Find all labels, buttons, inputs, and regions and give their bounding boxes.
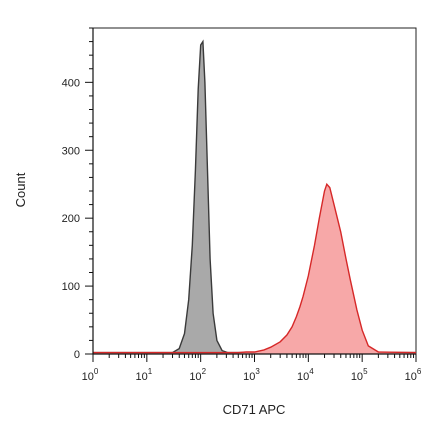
- series-0-line: [93, 39, 416, 354]
- y-tick-label: 0: [74, 349, 80, 361]
- y-tick-label: 200: [62, 213, 80, 225]
- y-axis-ticks: 0 100 200 300 400: [62, 27, 93, 361]
- series-1-fill: [93, 184, 416, 354]
- y-axis-title: Count: [13, 172, 28, 207]
- y-tick-label: 100: [62, 281, 80, 293]
- x-tick-label: 103: [243, 367, 260, 383]
- x-tick-label: 106: [405, 367, 422, 383]
- x-tick-label: 104: [297, 367, 314, 383]
- x-tick-label: 102: [189, 367, 206, 383]
- x-tick-label: 105: [351, 367, 368, 383]
- y-tick-label: 400: [62, 77, 80, 89]
- x-axis-ticks: 100 101 102 103 104 105 106: [82, 354, 422, 383]
- series-layer: [93, 39, 417, 354]
- x-tick-label: 100: [82, 367, 99, 383]
- y-tick-label: 300: [62, 145, 80, 157]
- x-axis-title: CD71 APC: [223, 402, 286, 417]
- x-tick-label: 101: [135, 367, 152, 383]
- series-1-line: [93, 182, 417, 354]
- series-0-fill: [93, 41, 416, 354]
- plot-frame: [92, 27, 417, 355]
